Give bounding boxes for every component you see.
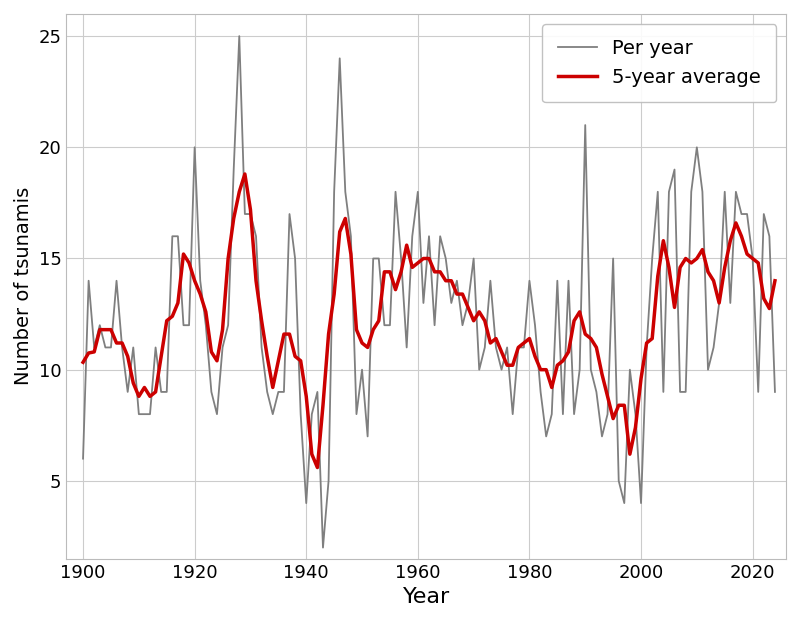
5-year average (246, 206, 255, 213)
5-year average (737, 232, 746, 240)
Line: 5-year average: 5-year average (83, 174, 775, 468)
Line: Per year: Per year (83, 36, 775, 548)
Per year (78, 455, 88, 463)
5-year average (262, 353, 272, 360)
Per year (686, 188, 696, 196)
Legend: Per year, 5-year average: Per year, 5-year average (542, 24, 776, 102)
5-year average (519, 339, 529, 347)
Per year (737, 211, 746, 218)
X-axis label: Year: Year (402, 587, 450, 607)
5-year average (670, 304, 679, 311)
Per year (234, 32, 244, 40)
Per year (262, 388, 272, 396)
Per year (670, 166, 679, 173)
Per year (318, 544, 328, 551)
5-year average (78, 358, 88, 366)
5-year average (240, 170, 250, 178)
Per year (770, 388, 780, 396)
5-year average (313, 464, 322, 471)
Y-axis label: Number of tsunamis: Number of tsunamis (14, 187, 33, 386)
5-year average (686, 259, 696, 266)
Per year (519, 343, 529, 351)
Per year (246, 211, 255, 218)
5-year average (770, 277, 780, 284)
